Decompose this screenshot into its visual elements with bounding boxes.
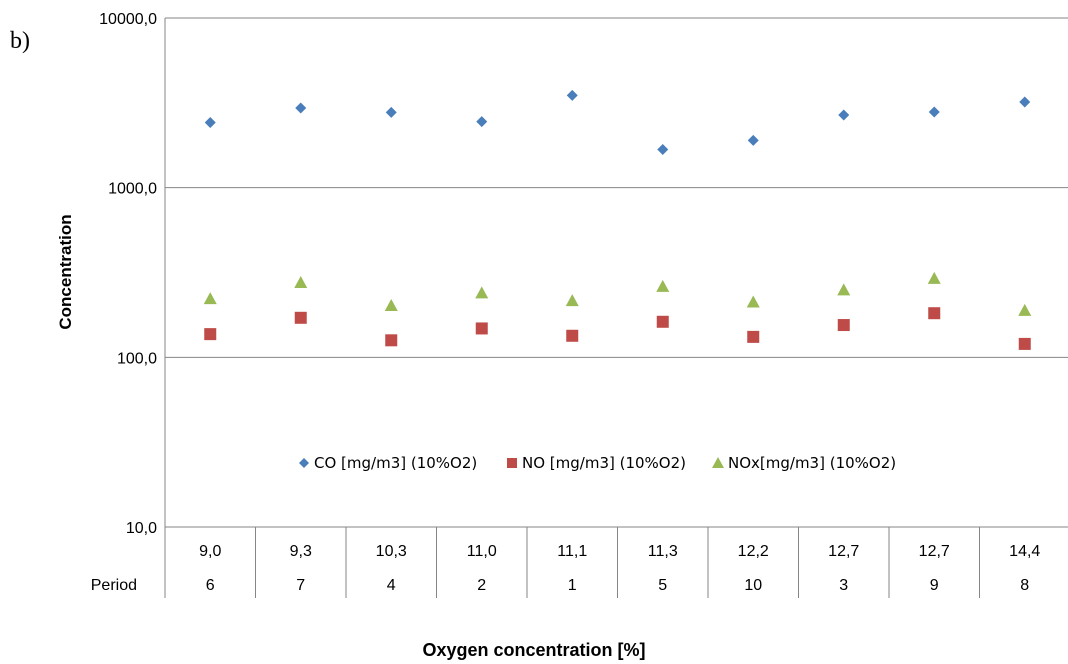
x-axis-title: Oxygen concentration [%] (422, 640, 646, 660)
data-point-triangle (475, 286, 489, 299)
data-point-diamond (747, 134, 759, 146)
legend-marker-square (507, 458, 517, 468)
y-tick-label: 10000,0 (99, 11, 157, 28)
x-tick-label: 12,7 (828, 543, 859, 560)
x-tick-label: 9,0 (199, 543, 221, 560)
x-tick-label: 12,2 (738, 543, 769, 560)
data-point-square (837, 319, 850, 332)
period-value: 4 (387, 577, 396, 594)
period-value: 5 (658, 577, 667, 594)
x-tick-label: 11,1 (557, 543, 587, 560)
x-tick-label: 10,3 (376, 543, 407, 560)
data-point-diamond (204, 117, 216, 129)
y-tick-label: 10,0 (126, 520, 157, 537)
period-value: 3 (839, 577, 848, 594)
x-tick-label: 14,4 (1009, 543, 1040, 560)
data-point-triangle (837, 283, 851, 296)
data-point-diamond (657, 143, 669, 155)
period-value: 2 (477, 577, 486, 594)
period-value: 8 (1020, 577, 1029, 594)
data-point-diamond (476, 116, 488, 128)
x-tick-label: 11,0 (467, 543, 497, 560)
data-point-triangle (746, 295, 760, 308)
legend-label: NO [mg/m3] (10%O2) (522, 454, 686, 472)
data-point-square (385, 334, 398, 347)
data-point-square (294, 311, 307, 324)
period-value: 9 (930, 577, 939, 594)
data-point-triangle (294, 276, 308, 289)
data-point-triangle (203, 292, 217, 305)
data-point-diamond (1019, 96, 1031, 108)
data-point-square (656, 315, 669, 328)
period-value: 10 (744, 577, 762, 594)
data-point-diamond (385, 106, 397, 118)
data-point-triangle (565, 294, 579, 307)
data-point-triangle (656, 279, 670, 292)
data-point-square (1018, 337, 1031, 350)
period-row-label: Period (91, 577, 137, 594)
data-point-diamond (295, 102, 307, 114)
data-point-triangle (384, 299, 398, 312)
data-point-diamond (928, 106, 940, 118)
period-value: 7 (296, 577, 305, 594)
x-tick-label: 9,3 (290, 543, 312, 560)
data-point-triangle (1018, 303, 1032, 316)
y-tick-label: 100,0 (117, 350, 157, 367)
x-tick-label: 12,7 (919, 543, 950, 560)
panel-label: b) (10, 28, 30, 54)
legend-label: CO [mg/m3] (10%O2) (314, 454, 477, 472)
period-value: 6 (206, 577, 215, 594)
legend-marker-diamond (299, 458, 309, 468)
period-value: 1 (568, 577, 577, 594)
data-point-square (475, 322, 488, 335)
legend-marker-triangle (712, 457, 724, 468)
data-point-square (204, 328, 217, 341)
data-point-diamond (838, 109, 850, 121)
data-point-square (566, 329, 579, 342)
data-point-square (928, 307, 941, 320)
x-tick-label: 11,3 (648, 543, 678, 560)
data-point-diamond (566, 89, 578, 101)
data-point-square (747, 330, 760, 343)
legend-label: NOx[mg/m3] (10%O2) (728, 454, 896, 472)
y-axis-title: Concentration (56, 214, 75, 330)
data-point-triangle (927, 271, 941, 284)
y-tick-label: 1000,0 (108, 181, 157, 198)
